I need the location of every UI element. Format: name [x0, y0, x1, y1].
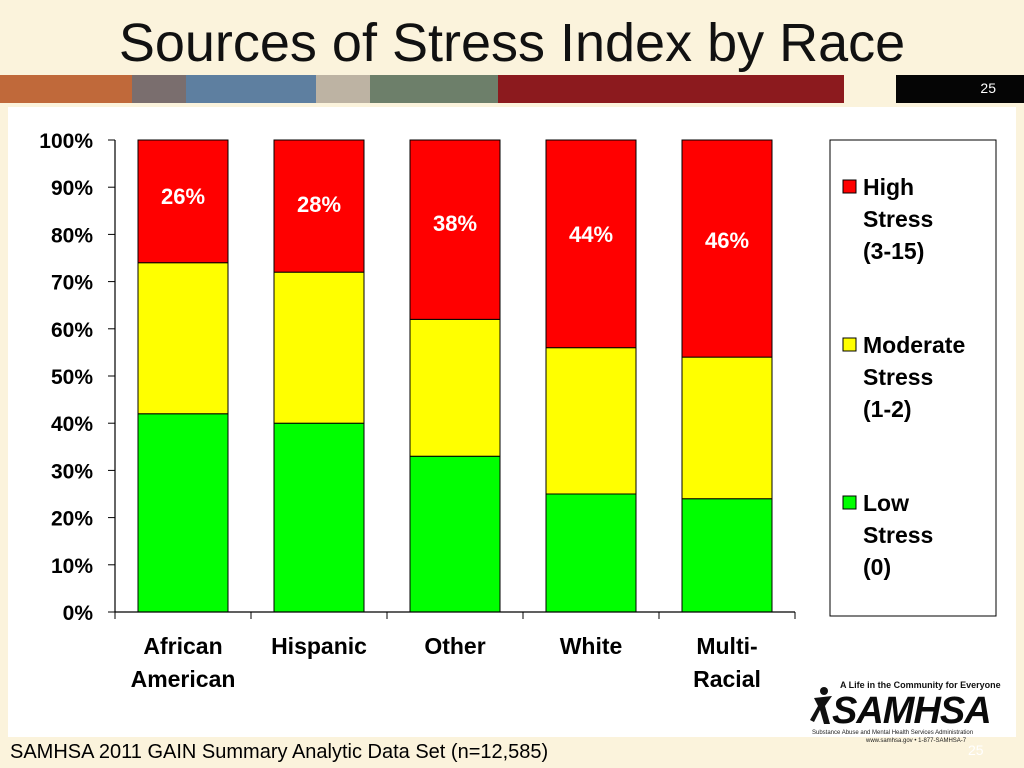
- legend-swatch: [842, 337, 857, 352]
- x-tick-label: American: [131, 666, 236, 692]
- y-tick-label: 80%: [51, 224, 93, 247]
- bar-segment: [681, 139, 773, 358]
- header-band-segment: [132, 75, 186, 103]
- legend-box: [829, 139, 997, 617]
- bar-segment: [409, 455, 501, 613]
- bar-segment: [273, 139, 365, 273]
- x-tick-label: Racial: [693, 666, 761, 692]
- legend-label: (3-15): [863, 238, 924, 264]
- data-label: 28%: [297, 192, 341, 217]
- y-tick-label: 70%: [51, 272, 93, 295]
- bar-segment: [273, 271, 365, 424]
- header-band-segment: [844, 75, 896, 103]
- y-tick-label: 10%: [51, 555, 93, 578]
- logo-tagline: A Life in the Community for Everyone: [840, 680, 1001, 690]
- chart-area: 26% African American 28% Hispanic 38% Other 44%…: [8, 107, 1016, 737]
- legend-label: (0): [863, 554, 891, 580]
- y-tick-label: 50%: [51, 366, 93, 389]
- legend-label: Low: [863, 490, 909, 516]
- bar-segment: [137, 413, 229, 613]
- data-label: 46%: [705, 228, 749, 253]
- x-tick-label: Other: [424, 633, 485, 659]
- legend-label: Stress: [863, 364, 933, 390]
- legend-label: Moderate: [863, 332, 965, 358]
- data-label: 38%: [433, 211, 477, 236]
- slide-number: 25: [980, 80, 996, 96]
- slide-title: Sources of Stress Index by Race: [118, 13, 906, 73]
- bar-segment: [273, 422, 365, 613]
- y-tick-label: 0%: [63, 602, 94, 625]
- x-tick-label: Hispanic: [271, 633, 367, 659]
- legend-label: (1-2): [863, 396, 912, 422]
- bar-segment: [681, 498, 773, 613]
- bar-segment: [545, 139, 637, 349]
- bar-segment: [409, 139, 501, 320]
- y-tick-label: 40%: [51, 413, 93, 436]
- bar-segment: [681, 356, 773, 500]
- data-label: 44%: [569, 222, 613, 247]
- samhsa-logo: A Life in the Community for Everyone SAM…: [806, 678, 1001, 744]
- legend-swatch: [842, 179, 857, 194]
- bar-segment: [137, 139, 229, 264]
- bar-segment: [409, 318, 501, 457]
- y-tick-label: 100%: [39, 130, 93, 153]
- slide-number-bottom: 25: [968, 742, 984, 758]
- logo-contact: www.samhsa.gov • 1-877-SAMHSA-7: [866, 738, 967, 744]
- header-band-segment: [316, 75, 370, 103]
- logo-subtitle: Substance Abuse and Mental Health Servic…: [812, 730, 974, 736]
- y-tick-label: 30%: [51, 460, 93, 483]
- person-figure-icon: [810, 687, 832, 724]
- legend-label: Stress: [863, 206, 933, 232]
- y-tick-label: 60%: [51, 319, 93, 342]
- legend-label: Stress: [863, 522, 933, 548]
- x-tick-label: African: [143, 633, 222, 659]
- stacked-bar-chart: 26% African American 28% Hispanic 38% Other 44%…: [39, 130, 997, 692]
- y-tick-label: 90%: [51, 177, 93, 200]
- source-footnote: SAMHSA 2011 GAIN Summary Analytic Data S…: [10, 741, 549, 763]
- header-band-segment: [0, 75, 132, 103]
- bar-segment: [545, 493, 637, 613]
- legend-swatch: [842, 495, 857, 510]
- logo-wordmark: SAMHSA: [832, 690, 992, 732]
- header-band-segment: [498, 75, 844, 103]
- legend-label: High: [863, 174, 914, 200]
- header-band-segment: [896, 75, 1024, 103]
- bar-segment: [545, 347, 637, 495]
- header-band-segment: [186, 75, 316, 103]
- header-band-segment: [370, 75, 498, 103]
- bar-segment: [137, 262, 229, 415]
- data-label: 26%: [161, 184, 205, 209]
- x-tick-label: White: [560, 633, 623, 659]
- y-tick-label: 20%: [51, 508, 93, 531]
- x-tick-label: Multi-: [696, 633, 757, 659]
